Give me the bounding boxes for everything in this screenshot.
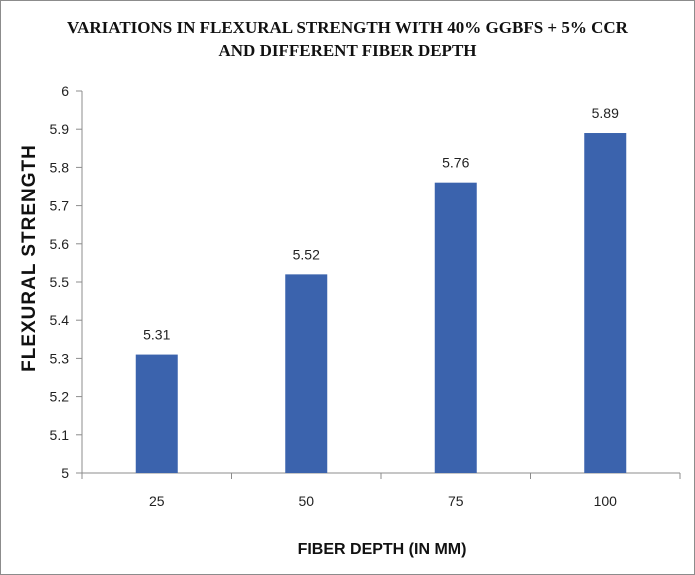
data-label: 5.52 (293, 246, 320, 262)
y-tick-label: 5.6 (50, 236, 70, 252)
chart-title-line-2: AND DIFFERENT FIBER DEPTH (218, 41, 477, 60)
bar (135, 354, 178, 473)
x-axis-label: FIBER DEPTH (IN MM) (297, 541, 467, 558)
y-tick-label: 5.7 (50, 198, 70, 214)
chart-title-line-1: VARIATIONS IN FLEXURAL STRENGTH WITH 40%… (67, 18, 628, 37)
chart-title: VARIATIONS IN FLEXURAL STRENGTH WITH 40%… (0, 16, 695, 62)
bar (285, 274, 328, 473)
y-tick-label: 5.8 (50, 159, 70, 175)
bar (434, 182, 477, 473)
bar (584, 133, 627, 473)
x-tick-label: 50 (298, 493, 314, 509)
y-tick-label: 5 (61, 465, 69, 481)
x-tick-label: 100 (594, 493, 618, 509)
y-tick-label: 5.4 (50, 312, 70, 328)
x-tick-label: 25 (149, 493, 165, 509)
y-tick-label: 5.3 (50, 350, 70, 366)
x-tick-label: 75 (448, 493, 464, 509)
y-tick-label: 6 (61, 83, 69, 99)
y-tick-label: 5.9 (50, 121, 70, 137)
y-tick-label: 5.2 (50, 389, 70, 405)
y-tick-label: 5.1 (50, 427, 70, 443)
data-label: 5.89 (592, 105, 619, 121)
data-label: 5.31 (143, 327, 170, 343)
data-label: 5.76 (442, 155, 469, 171)
y-tick-label: 5.5 (50, 274, 70, 290)
